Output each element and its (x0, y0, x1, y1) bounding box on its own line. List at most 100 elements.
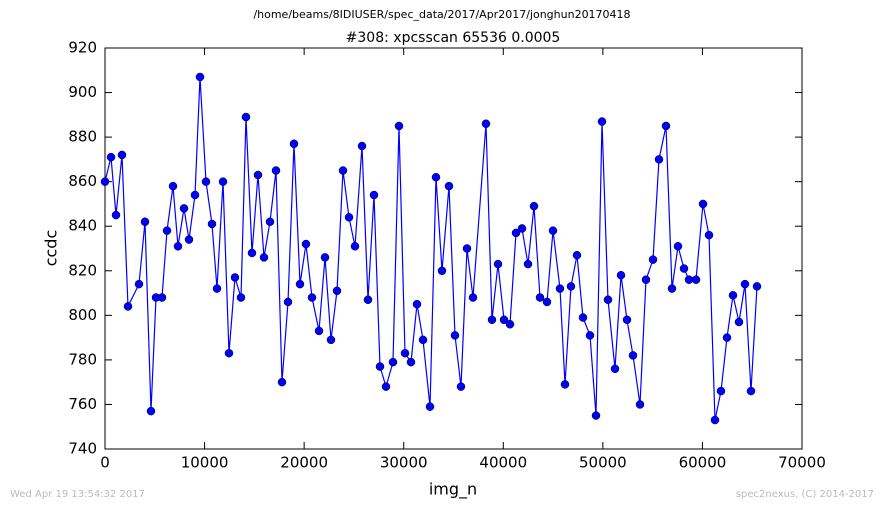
data-point (236, 293, 246, 302)
data-point (505, 319, 515, 329)
footer-right: spec2nexus, (C) 2014-2017 (736, 489, 874, 500)
plot-frame (104, 47, 803, 450)
data-point (529, 201, 539, 211)
data-point (224, 348, 234, 358)
data-point (394, 121, 404, 131)
data-point (295, 279, 305, 289)
y-axis-label: ccdc (42, 230, 61, 267)
data-point (201, 177, 211, 186)
data-point (572, 250, 582, 260)
data-point (314, 326, 324, 336)
data-point (585, 331, 595, 340)
data-point (710, 415, 720, 425)
data-point (168, 181, 178, 191)
y-tick-label: 760 (68, 395, 97, 413)
data-point (259, 253, 269, 262)
data-point (123, 302, 133, 311)
data-point (218, 177, 228, 186)
data-point (265, 217, 275, 227)
data-point (320, 253, 330, 262)
y-tick-label: 880 (68, 128, 97, 146)
data-point (535, 293, 545, 302)
data-point (253, 170, 263, 180)
data-point (271, 166, 281, 175)
x-tick-label: 40000 (479, 454, 527, 472)
data-point (338, 166, 348, 175)
data-point (207, 219, 217, 229)
data-point (212, 284, 222, 293)
data-point (722, 333, 732, 342)
data-point (326, 335, 336, 345)
data-point (140, 217, 150, 227)
data-point (289, 139, 299, 149)
x-tick-label: 30000 (380, 454, 428, 472)
data-point (301, 239, 311, 249)
data-point (381, 382, 391, 391)
x-tick-label: 20000 (280, 454, 328, 472)
data-point (344, 213, 354, 222)
y-tick-label: 920 (68, 39, 97, 57)
y-tick-label: 860 (68, 172, 97, 190)
data-point (728, 291, 738, 300)
data-point (673, 242, 683, 251)
data-point (746, 386, 756, 396)
data-point (412, 299, 422, 309)
data-point (555, 284, 565, 293)
data-point (195, 72, 205, 82)
data-point (450, 331, 460, 340)
data-point (691, 275, 701, 284)
data-point (190, 190, 200, 200)
data-point (591, 411, 601, 420)
data-point (437, 266, 447, 276)
data-point (241, 112, 251, 122)
data-point (431, 172, 441, 182)
data-point (641, 275, 651, 284)
data-point (481, 119, 491, 128)
x-axis-label: img_n (429, 480, 477, 500)
data-point (511, 228, 521, 238)
data-point (499, 315, 509, 325)
data-point (616, 270, 626, 280)
x-tick-label: 0 (100, 454, 110, 472)
data-point (106, 152, 116, 162)
x-tick-label: 70000 (778, 454, 826, 472)
data-point (350, 242, 360, 251)
data-point (517, 224, 527, 233)
data-point (560, 380, 570, 389)
data-point (357, 141, 367, 151)
data-point (548, 226, 558, 235)
data-point (487, 315, 497, 325)
data-point (542, 297, 552, 307)
chart-title: #308: xpcsscan 65536 0.0005 (346, 30, 561, 46)
data-point (134, 279, 144, 289)
data-point (400, 348, 410, 358)
data-point (388, 357, 398, 367)
data-point (468, 293, 478, 302)
y-tick-label: 900 (68, 83, 97, 101)
data-point (610, 364, 620, 374)
y-tick-label: 800 (68, 306, 97, 324)
data-point (603, 295, 613, 304)
data-point (100, 177, 110, 186)
data-point (375, 362, 385, 371)
y-tick-label: 780 (68, 350, 97, 368)
data-point (734, 317, 744, 327)
data-point (698, 199, 708, 209)
suptitle: /home/beams/8IDIUSER/spec_data/2017/Apr2… (253, 8, 630, 21)
data-point (184, 235, 194, 244)
x-tick-label: 60000 (679, 454, 727, 472)
y-tick-label: 820 (68, 261, 97, 279)
footer-left: Wed Apr 19 13:54:32 2017 (10, 489, 145, 500)
data-point (661, 121, 671, 131)
data-point (635, 400, 645, 409)
data-point (425, 402, 435, 411)
data-point (456, 382, 466, 391)
data-point (654, 155, 664, 164)
data-point (111, 210, 121, 220)
x-tick-label: 10000 (181, 454, 229, 472)
data-point (406, 357, 416, 367)
data-point (179, 204, 189, 213)
data-point (247, 248, 257, 258)
y-tick-label: 740 (68, 440, 97, 458)
